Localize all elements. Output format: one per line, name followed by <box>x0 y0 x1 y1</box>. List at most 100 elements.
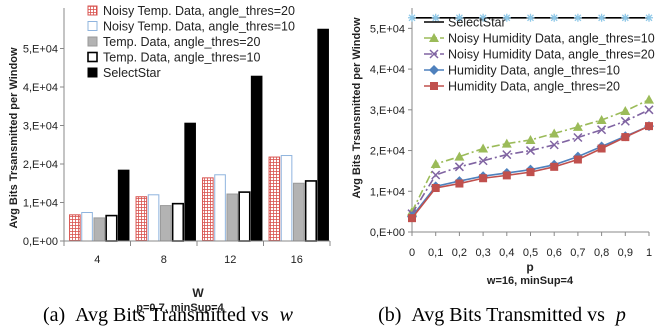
chart-b-legend-marker <box>430 82 438 90</box>
chart-b-point <box>572 121 583 131</box>
chart-b-legend-label: Humidity Data, angle_thres=20 <box>448 80 620 94</box>
chart-b-point <box>644 105 654 115</box>
chart-b-point <box>573 13 582 22</box>
bar-chart-avg-bits-vs-w: Avg Bits Trsansmitted per Window 0,E+00 1… <box>8 4 331 326</box>
chart-a-bar <box>117 169 130 242</box>
chart-b-point <box>620 116 630 126</box>
chart-a-legend-label: Noisy Temp. Data, angle_thres=10 <box>103 20 295 34</box>
chart-b-legend-item: Noisy Humidity Data, angle_thres=10 <box>424 32 655 46</box>
chart-a-y-tick-label: 0,E+00 <box>23 236 58 248</box>
chart-b-x-tick-label: 0,7 <box>570 247 585 259</box>
chart-a-legend-swatch <box>87 5 98 16</box>
chart-a-caption-text: Avg Bits Transmitted vs <box>75 304 269 326</box>
chart-a-bar <box>184 122 196 242</box>
chart-a-bar <box>317 28 329 242</box>
chart-b-subtitle: w=16, minSup=4 <box>486 275 574 287</box>
chart-b-y-tick-label: 3,E+04 <box>370 105 405 117</box>
chart-b-point <box>621 133 630 142</box>
chart-b-point <box>431 184 440 193</box>
chart-a-y-tick-label: 3,E+04 <box>23 121 58 133</box>
chart-a-bars <box>69 28 329 242</box>
chart-b-series <box>407 94 654 216</box>
chart-b-point <box>408 13 416 22</box>
chart-a-y-axis: 0,E+00 1,E+04 2,E+04 3,E+04 4,E+04 5,E+04 <box>23 8 65 248</box>
chart-b-series <box>408 122 653 223</box>
chart-b-point <box>549 128 560 138</box>
chart-a-bar <box>238 191 251 242</box>
chart-b-series-line <box>411 98 650 212</box>
chart-b-point <box>573 155 582 164</box>
line-chart-avg-bits-vs-p: Avg Bits Trsansmitted per Window 0,E+00 1… <box>351 8 655 326</box>
chart-a-legend-swatch <box>87 67 98 78</box>
chart-b-legend-label: Noisy Humidity Data, angle_thres=10 <box>448 32 655 46</box>
chart-b-point <box>454 162 464 172</box>
chart-b-point <box>645 122 653 131</box>
chart-a-bar <box>159 205 172 242</box>
chart-b-x-tick-label: 0,9 <box>618 247 633 259</box>
chart-a-bar <box>69 214 81 242</box>
chart-b-point <box>479 174 488 183</box>
chart-b-point <box>620 106 631 116</box>
chart-b-y-tick-label: 0,E+00 <box>370 227 405 239</box>
chart-b-point <box>644 94 654 104</box>
chart-b-y-axis: 0,E+00 1,E+04 2,E+04 3,E+04 4,E+04 5,E+04 <box>370 8 413 239</box>
chart-b-point <box>478 156 488 166</box>
chart-a-legend-label: Temp. Data, angle_thres=20 <box>103 35 260 49</box>
chart-a-bar <box>214 174 226 242</box>
chart-b-point <box>525 134 536 144</box>
chart-a-x-tick-label: 12 <box>224 254 236 266</box>
chart-a-bar <box>268 156 281 242</box>
chart-a-bar <box>202 177 214 242</box>
chart-a-bar <box>171 202 185 242</box>
chart-a-bar <box>135 196 148 242</box>
chart-a-y-tick-label: 4,E+04 <box>23 82 58 94</box>
chart-b-caption-text: Avg Bits Transmitted vs <box>411 304 605 326</box>
chart-a-x-tick-label: 8 <box>161 254 167 266</box>
chart-b-point <box>597 13 606 22</box>
chart-b-lines <box>407 13 654 223</box>
chart-b-point <box>597 144 606 153</box>
chart-b-point <box>526 168 535 177</box>
chart-b-point <box>645 13 653 22</box>
chart-b-x-axis: 0 0,1 0,2 0,3 0,4 0,5 0,6 0,7 0,8 0,9 1 <box>409 231 652 259</box>
chart-b-y-axis-label: Avg Bits Trsansmitted per Window <box>351 17 363 198</box>
chart-b-point <box>479 13 488 22</box>
chart-b-point <box>596 115 607 124</box>
chart-b-caption: (b) Avg Bits Transmitted vs p <box>378 304 626 326</box>
chart-a-legend-label: Noisy Temp. Data, angle_thres=20 <box>103 4 295 18</box>
chart-b-point <box>502 13 511 22</box>
chart-b-x-axis-label: p <box>526 260 533 274</box>
chart-a-legend-swatch <box>87 51 98 63</box>
chart-a-x-axis-label: W <box>192 286 204 300</box>
chart-a-caption: (a) Avg Bits Transmitted vs w <box>43 304 294 326</box>
chart-b-series-line <box>411 109 650 215</box>
chart-b-x-tick-label: 0,1 <box>428 247 443 259</box>
chart-b-y-tick-label: 2,E+04 <box>370 146 405 158</box>
chart-b-legend-marker <box>429 49 439 59</box>
chart-a-legend-swatch <box>87 21 98 31</box>
chart-b-point <box>526 13 535 22</box>
chart-b-legend-label: Noisy Humidity Data, angle_thres=20 <box>448 48 655 62</box>
chart-b-y-tick-label: 1,E+04 <box>370 186 405 198</box>
chart-b-point <box>430 158 441 168</box>
chart-a-caption-var: w <box>280 304 294 326</box>
chart-b-series <box>407 105 654 219</box>
chart-a-bar <box>292 182 305 242</box>
chart-b-legend-marker <box>429 65 439 75</box>
chart-a-legend: Noisy Temp. Data, angle_thres=20 Noisy Te… <box>87 4 295 80</box>
chart-a-bar <box>93 217 106 242</box>
chart-a-legend-label: SelectStar <box>103 66 161 80</box>
chart-a-y-axis-label: Avg Bits Trsansmitted per Window <box>8 47 20 228</box>
chart-a-y-tick-label: 1,E+04 <box>23 198 58 210</box>
chart-a-y-tick-label: 5,E+04 <box>23 44 58 56</box>
chart-b-legend-item: Noisy Humidity Data, angle_thres=20 <box>424 48 655 62</box>
chart-b-legend: SelectStar Noisy Humidity Data, angle_thr… <box>424 16 655 94</box>
chart-b-point <box>431 13 440 22</box>
chart-b-caption-var: p <box>614 304 626 326</box>
chart-b-point <box>408 214 416 223</box>
chart-a-caption-label: (a) <box>43 304 65 326</box>
chart-b-point <box>550 13 559 22</box>
chart-a-bar <box>250 75 263 242</box>
chart-a-bar <box>105 214 118 242</box>
